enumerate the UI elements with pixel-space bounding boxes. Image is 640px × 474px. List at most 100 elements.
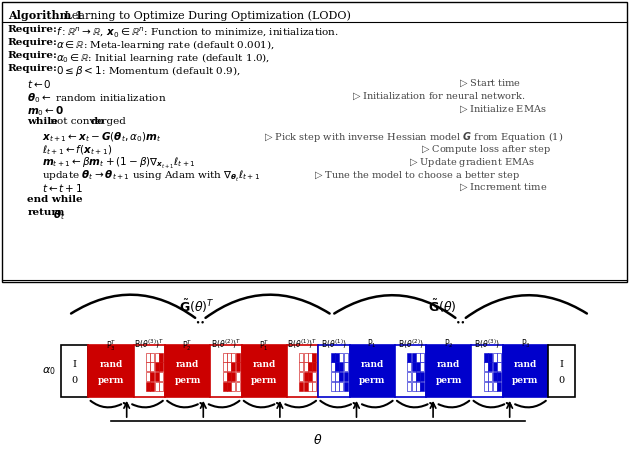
Text: 0: 0	[559, 376, 564, 385]
Bar	[308, 362, 312, 371]
Bar	[335, 362, 339, 371]
Text: $\mathrm{P}_3^T$: $\mathrm{P}_3^T$	[106, 338, 116, 353]
Text: $\boldsymbol{m}_{t+1} \leftarrow \beta \boldsymbol{m}_t + (1-\beta)\nabla_{\bold: $\boldsymbol{m}_{t+1} \leftarrow \beta \…	[42, 156, 196, 171]
Bar	[312, 372, 316, 381]
Text: $t \leftarrow 0$: $t \leftarrow 0$	[28, 78, 52, 90]
Bar	[2, 2, 627, 282]
Text: $\mathrm{P}_2$: $\mathrm{P}_2$	[444, 338, 454, 350]
Bar	[146, 362, 150, 371]
Bar	[241, 345, 287, 397]
Text: Require:: Require:	[8, 38, 58, 47]
Bar	[488, 362, 492, 371]
Bar	[303, 382, 308, 391]
Text: I: I	[72, 360, 77, 369]
Bar	[395, 345, 426, 397]
Bar	[155, 372, 159, 381]
Bar	[412, 372, 415, 381]
Bar	[407, 382, 412, 391]
Text: perm: perm	[436, 376, 462, 385]
Bar	[227, 382, 231, 391]
Bar	[420, 353, 424, 362]
Text: $\triangleright$ Tune the model to choose a better step: $\triangleright$ Tune the model to choos…	[314, 169, 520, 182]
Text: $t \leftarrow t + 1$: $t \leftarrow t + 1$	[42, 182, 83, 194]
Bar	[420, 372, 424, 381]
Bar	[210, 345, 241, 397]
Text: $f : \mathbb{R}^n \to \mathbb{R}$, $\boldsymbol{x}_0 \in \mathbb{R}^n$: Function: $f : \mathbb{R}^n \to \mathbb{R}$, $\bol…	[56, 25, 339, 39]
Bar	[420, 362, 424, 371]
Bar	[407, 353, 412, 362]
Bar	[227, 362, 231, 371]
Bar	[484, 372, 488, 381]
Bar	[61, 345, 88, 397]
Bar	[331, 382, 335, 391]
Bar	[312, 382, 316, 391]
Text: $\alpha_0$: $\alpha_0$	[42, 365, 56, 377]
Bar	[146, 382, 150, 391]
Text: update $\boldsymbol{\theta}_t \to \boldsymbol{\theta}_{t+1}$ using Adam with $\n: update $\boldsymbol{\theta}_t \to \bolds…	[42, 169, 260, 184]
Bar	[497, 382, 501, 391]
Bar	[488, 382, 492, 391]
Text: rand: rand	[176, 360, 199, 369]
Bar	[426, 345, 472, 397]
Text: $\boldsymbol{m}_0 \leftarrow \mathbf{0}$: $\boldsymbol{m}_0 \leftarrow \mathbf{0}$	[28, 104, 65, 118]
Bar	[339, 382, 344, 391]
Text: $\boldsymbol{x}_{t+1} \leftarrow \boldsymbol{x}_t - \boldsymbol{G}(\boldsymbol{\: $\boldsymbol{x}_{t+1} \leftarrow \boldsy…	[42, 130, 161, 144]
Text: rand: rand	[437, 360, 460, 369]
Text: $\alpha_0 \in \mathbb{R}$: Initial learning rate (default 1.0),: $\alpha_0 \in \mathbb{R}$: Initial learn…	[56, 51, 270, 65]
Bar	[416, 353, 420, 362]
Bar	[300, 353, 303, 362]
Bar	[150, 362, 154, 371]
Text: $\tilde{\mathbf{G}}(\theta)$: $\tilde{\mathbf{G}}(\theta)$	[428, 298, 456, 315]
Text: do: do	[91, 117, 105, 126]
Bar	[339, 372, 344, 381]
Bar	[497, 353, 501, 362]
Bar	[344, 353, 348, 362]
Bar	[236, 353, 239, 362]
Bar	[159, 353, 163, 362]
Text: Algorithm 1: Algorithm 1	[8, 10, 83, 21]
Bar	[232, 382, 236, 391]
Bar	[300, 372, 303, 381]
Bar	[223, 362, 227, 371]
Bar	[227, 372, 231, 381]
Bar	[134, 345, 165, 397]
Bar	[159, 362, 163, 371]
Bar	[146, 372, 150, 381]
Bar	[407, 362, 412, 371]
Text: $\boldsymbol{\theta}_0 \leftarrow$ random initialization: $\boldsymbol{\theta}_0 \leftarrow$ rando…	[28, 91, 167, 105]
Bar	[416, 382, 420, 391]
Bar	[300, 382, 303, 391]
Bar	[416, 372, 420, 381]
Text: $\mathrm{P}_1^T$: $\mathrm{P}_1^T$	[259, 338, 269, 353]
Text: $0 \leq \beta < 1$: Momentum (default 0.9),: $0 \leq \beta < 1$: Momentum (default 0.…	[56, 64, 241, 78]
Bar	[312, 353, 316, 362]
Bar	[236, 362, 239, 371]
Text: 0: 0	[72, 376, 77, 385]
Bar	[497, 362, 501, 371]
Text: return: return	[28, 208, 65, 217]
Text: Learning to Optimize During Optimization (LODO): Learning to Optimize During Optimization…	[61, 10, 351, 20]
Bar	[548, 345, 575, 397]
Text: $\tilde{\mathbf{G}}(\theta)^T$: $\tilde{\mathbf{G}}(\theta)^T$	[179, 298, 214, 315]
Bar	[150, 382, 154, 391]
Text: perm: perm	[359, 376, 385, 385]
Text: $\mathrm{B}(\theta^{(3)})^T$: $\mathrm{B}(\theta^{(3)})^T$	[134, 338, 164, 351]
Bar	[335, 353, 339, 362]
Bar	[146, 353, 150, 362]
Bar	[344, 362, 348, 371]
Text: $\alpha \in \mathbb{R}$: Meta-learning rate (default 0.001),: $\alpha \in \mathbb{R}$: Meta-learning r…	[56, 38, 275, 52]
Text: perm: perm	[174, 376, 201, 385]
Bar	[303, 362, 308, 371]
Bar	[493, 353, 497, 362]
Text: $\mathrm{P}_1$: $\mathrm{P}_1$	[367, 338, 377, 350]
Bar	[88, 345, 134, 397]
Bar	[236, 372, 239, 381]
Text: $\mathrm{B}(\theta^{(2)})$: $\mathrm{B}(\theta^{(2)})$	[397, 338, 423, 351]
Text: not converged: not converged	[47, 117, 129, 126]
Text: rand: rand	[253, 360, 276, 369]
Text: rand: rand	[360, 360, 384, 369]
Text: $\triangleright$ Increment time: $\triangleright$ Increment time	[459, 182, 547, 193]
Text: perm: perm	[512, 376, 539, 385]
Bar	[155, 382, 159, 391]
Bar	[308, 353, 312, 362]
